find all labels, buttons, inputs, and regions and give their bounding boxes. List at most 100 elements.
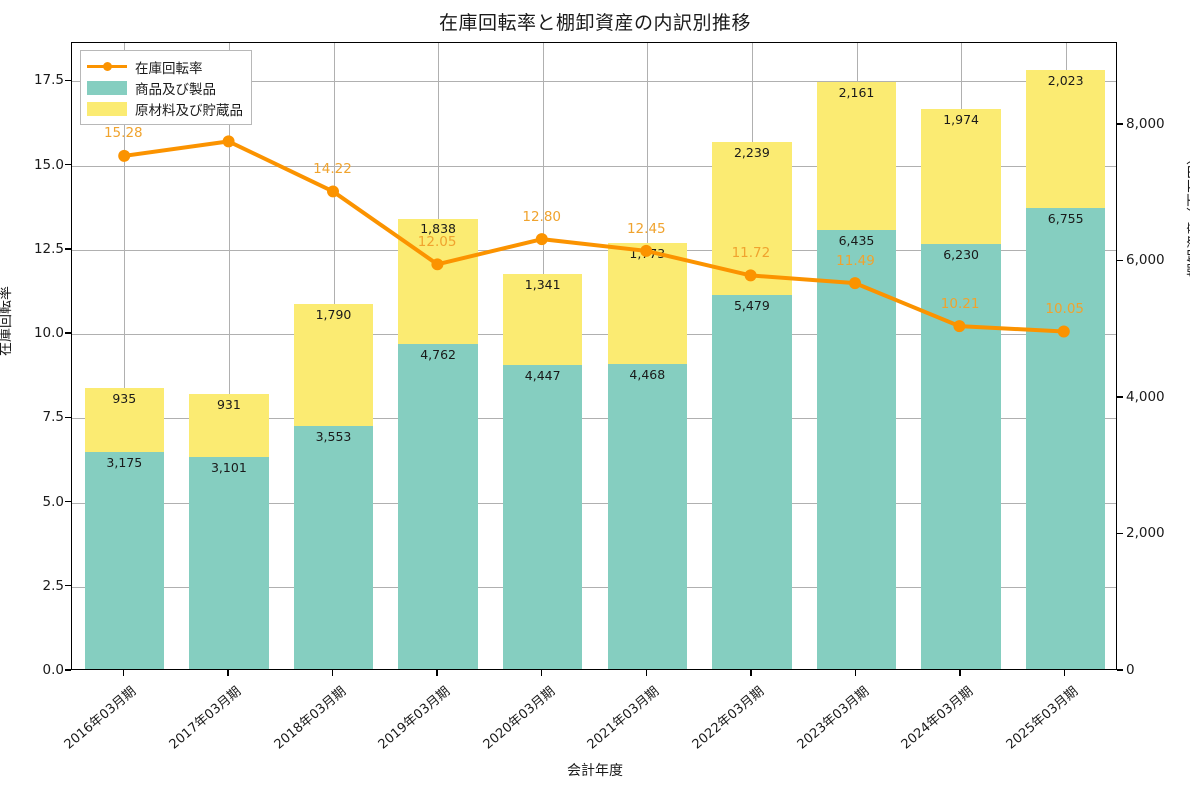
bar-segment-merchandise[interactable]: [1025, 207, 1106, 669]
x-axis-tick-label: 2017年03月期: [166, 684, 245, 753]
bar-segment-merchandise[interactable]: [502, 365, 583, 669]
bar-segment-merchandise[interactable]: [816, 229, 897, 669]
line-value-label: 15.28: [103, 125, 143, 142]
legend-item-merchandise[interactable]: 商品及び製品: [87, 77, 243, 98]
x-axis-tick-mark: [436, 670, 438, 676]
bar-segment-raw-materials[interactable]: [712, 142, 792, 295]
line-value-label: 11.49: [836, 252, 875, 269]
y-axis-right-tick-mark: [1117, 669, 1123, 671]
bar-segment-merchandise[interactable]: [607, 364, 688, 669]
y-axis-left-tick-mark: [65, 79, 71, 82]
gridline-horizontal: [72, 418, 1116, 420]
x-axis-tick-mark: [854, 670, 857, 676]
bar-segment-raw-materials[interactable]: [189, 393, 269, 458]
line-value-label: 10.05: [1045, 301, 1085, 318]
line-value-label: 10.21: [940, 296, 980, 312]
bar-value-label-raw-materials: 2,239: [733, 145, 770, 161]
bar-segment-merchandise[interactable]: [293, 426, 374, 669]
bar-group[interactable]: 6,755 2,023: [1025, 41, 1106, 669]
bar-segment-raw-materials[interactable]: [1025, 69, 1106, 208]
x-axis-tick-label: 2023年03月期: [794, 684, 872, 753]
y-axis-left-tick-label: 10.0: [33, 325, 64, 342]
bar-value-label-raw-materials: 2,023: [1047, 72, 1084, 88]
gridline-horizontal: [72, 586, 1116, 588]
legend-item-raw-materials[interactable]: 原材料及び貯蔵品: [87, 98, 243, 119]
bar-segment-raw-materials[interactable]: [816, 82, 897, 230]
line-value-label: 14.22: [313, 160, 352, 177]
y-axis-left-tick-label: 17.5: [33, 72, 64, 89]
bar-group[interactable]: 4,468 1,773: [607, 41, 688, 669]
y-axis-left-tick-mark: [65, 163, 71, 166]
bar-value-label-merchandise: 4,468: [629, 367, 666, 383]
y-axis-left-tick-mark: [65, 500, 71, 503]
y-axis-left-tick-label: 12.5: [33, 240, 64, 257]
x-axis-tick-mark: [750, 670, 752, 676]
x-axis-tick-mark: [1064, 670, 1066, 676]
legend-item-label: 商品及び製品: [135, 81, 216, 98]
y-axis-right-tick-label: 8,000: [1126, 115, 1165, 132]
x-axis-label: 会計年度: [567, 763, 623, 779]
gridline-horizontal: [72, 334, 1116, 336]
bar-value-label-merchandise: 3,553: [315, 429, 352, 445]
bar-value-label-merchandise: 6,230: [943, 246, 979, 262]
bar-segment-raw-materials[interactable]: [921, 109, 1001, 244]
plot-area: 3,175 935 3,101 931 3,553 1,790 4,762 1,838 4,44…: [71, 42, 1117, 670]
bar-group[interactable]: 4,447 1,341: [502, 41, 583, 669]
legend-item-label: 在庫回転率: [135, 60, 203, 77]
y-axis-left-tick-mark: [65, 585, 71, 587]
gridline-vertical: [124, 43, 126, 669]
y-axis-right-tick-mark: [1117, 123, 1123, 125]
y-axis-right-tick-label: 6,000: [1126, 252, 1165, 269]
bar-segment-merchandise[interactable]: [189, 457, 269, 669]
x-axis-tick-label: 2024年03月期: [898, 684, 977, 753]
x-axis-tick-mark: [227, 670, 229, 676]
bar-value-label-merchandise: 3,101: [210, 460, 247, 476]
bar-segment-merchandise[interactable]: [84, 452, 165, 669]
bar-segment-merchandise[interactable]: [398, 343, 478, 669]
y-axis-left-tick-label: 15.0: [33, 156, 64, 173]
bar-group[interactable]: 4,762 1,838: [398, 41, 478, 669]
x-axis-tick-label: 2016年03月期: [61, 684, 140, 753]
line-value-label: 12.80: [522, 208, 562, 225]
yellow-swatch-icon: [87, 101, 127, 116]
bar-group[interactable]: 6,435 2,161: [816, 41, 897, 669]
legend-item-line[interactable]: 在庫回転率: [87, 56, 243, 77]
line-series-icon: [87, 60, 127, 74]
bar-group[interactable]: 6,230 1,974: [921, 41, 1001, 669]
y-axis-left-tick-mark: [65, 332, 71, 334]
x-axis-tick-mark: [122, 670, 124, 676]
chart-legend: 在庫回転率 商品及び製品 原材料及び貯蔵品: [80, 50, 252, 125]
y-axis-right-label: 棚卸資産（百万円）: [1187, 151, 1190, 277]
x-axis-tick-mark: [645, 670, 647, 676]
x-axis-tick-label: 2020年03月期: [480, 684, 558, 753]
bar-segment-merchandise[interactable]: [712, 295, 792, 669]
bar-value-label-raw-materials: 2,161: [838, 85, 875, 101]
bar-value-label-merchandise: 3,175: [106, 455, 143, 471]
bar-value-label-merchandise: 6,435: [838, 232, 875, 248]
bar-value-label-merchandise: 4,762: [420, 346, 456, 362]
bar-segment-raw-materials[interactable]: [293, 304, 374, 427]
bar-value-label-raw-materials: 935: [112, 391, 137, 407]
bar-segment-raw-materials[interactable]: [607, 243, 688, 365]
x-axis-tick-mark: [331, 670, 334, 676]
x-axis-tick-label: 2021年03月期: [584, 684, 663, 753]
x-axis-tick-label: 2022年03月期: [689, 684, 768, 753]
x-axis-tick-label: 2019年03月期: [375, 684, 454, 753]
bar-group[interactable]: 3,175 935: [84, 41, 165, 669]
line-value-label: 12.05: [417, 234, 457, 251]
bar-group[interactable]: 5,479 2,239: [712, 41, 792, 669]
gridline-horizontal: [72, 502, 1116, 504]
y-axis-left-tick-label: 7.5: [42, 409, 64, 426]
y-axis-right-tick-mark: [1117, 259, 1123, 262]
bar-group[interactable]: 3,101 931: [189, 41, 269, 669]
y-axis-left-tick-label: 2.5: [42, 577, 64, 594]
gridline-horizontal: [72, 81, 1116, 83]
y-axis-left-tick-mark: [65, 416, 71, 418]
y-axis-right-tick-label: 0: [1126, 662, 1135, 678]
line-value-label: 11.72: [731, 245, 771, 262]
y-axis-left-tick-label: 5.0: [42, 493, 64, 510]
legend-item-label: 原材料及び貯蔵品: [135, 102, 243, 119]
bar-segment-raw-materials[interactable]: [84, 388, 165, 453]
bar-group[interactable]: 3,553 1,790: [293, 41, 374, 669]
